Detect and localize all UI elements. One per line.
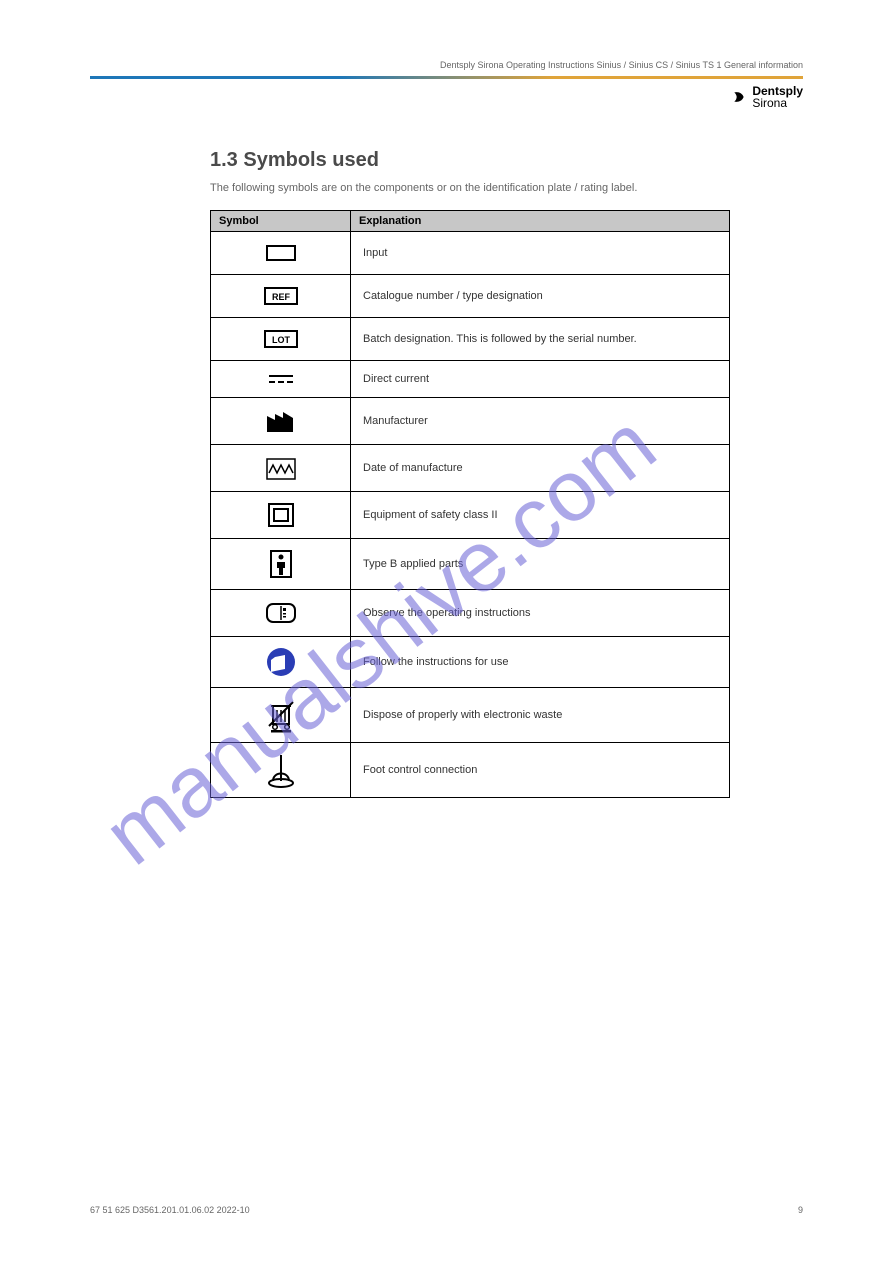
breadcrumb: Dentsply Sirona Operating Instructions S…	[90, 60, 803, 70]
brand-mark-icon	[732, 90, 746, 104]
foot-switch-icon	[211, 743, 351, 798]
section-heading: 1.3 Symbols used	[210, 149, 803, 172]
manual-rounded-icon	[211, 590, 351, 637]
symbol-explanation: Foot control connection	[351, 743, 730, 798]
col-header-explanation: Explanation	[351, 211, 730, 232]
symbols-table: Symbol Explanation Input REF Catalogue num…	[210, 210, 730, 798]
table-row: Manufacturer	[211, 398, 730, 445]
footer-right: 9	[798, 1205, 803, 1215]
table-row: Equipment of safety class II	[211, 492, 730, 539]
col-header-symbol: Symbol	[211, 211, 351, 232]
table-row: Follow the instructions for use	[211, 637, 730, 688]
table-row: Observe the operating instructions	[211, 590, 730, 637]
header-rule	[90, 76, 803, 79]
footer-left: 67 51 625 D3561.201.01.06.02 2022-10	[90, 1205, 250, 1215]
symbol-explanation: Follow the instructions for use	[351, 637, 730, 688]
table-row: Foot control connection	[211, 743, 730, 798]
ref-box-icon: REF	[211, 275, 351, 318]
table-row: LOT Batch designation. This is followed b…	[211, 318, 730, 361]
svg-text:REF: REF	[272, 292, 291, 302]
symbol-explanation: Batch designation. This is followed by t…	[351, 318, 730, 361]
section-description: The following symbols are on the compone…	[210, 182, 803, 194]
lot-box-icon: LOT	[211, 318, 351, 361]
symbol-explanation: Observe the operating instructions	[351, 590, 730, 637]
symbol-explanation: Catalogue number / type designation	[351, 275, 730, 318]
symbol-explanation: Manufacturer	[351, 398, 730, 445]
factory-line-icon	[211, 445, 351, 492]
symbol-explanation: Date of manufacture	[351, 445, 730, 492]
symbol-explanation: Equipment of safety class II	[351, 492, 730, 539]
factory-solid-icon	[211, 398, 351, 445]
table-row: Type B applied parts	[211, 539, 730, 590]
symbol-explanation: Dispose of properly with electronic wast…	[351, 688, 730, 743]
table-row: Dispose of properly with electronic wast…	[211, 688, 730, 743]
brand-logo: Dentsply Sirona	[90, 85, 803, 109]
follow-circle-icon	[211, 637, 351, 688]
symbol-explanation: Direct current	[351, 361, 730, 398]
page-footer: 67 51 625 D3561.201.01.06.02 2022-10 9	[90, 1205, 803, 1215]
person-box-icon	[211, 539, 351, 590]
brand-line2: Sirona	[752, 97, 803, 109]
weee-bin-icon	[211, 688, 351, 743]
rect-outline-icon	[211, 232, 351, 275]
table-row: Direct current	[211, 361, 730, 398]
table-row: Input	[211, 232, 730, 275]
symbol-explanation: Type B applied parts	[351, 539, 730, 590]
table-row: Date of manufacture	[211, 445, 730, 492]
table-row: REF Catalogue number / type designation	[211, 275, 730, 318]
dc-dash-icon	[211, 361, 351, 398]
svg-text:LOT: LOT	[272, 335, 290, 345]
symbol-explanation: Input	[351, 232, 730, 275]
double-square-icon	[211, 492, 351, 539]
